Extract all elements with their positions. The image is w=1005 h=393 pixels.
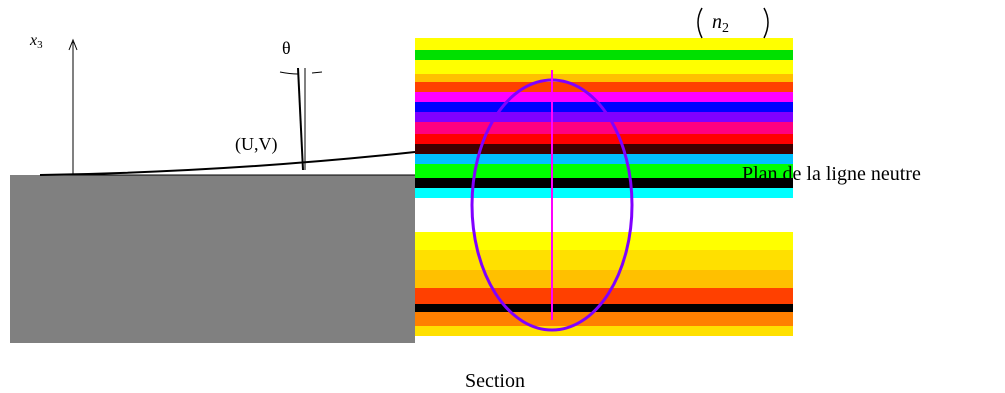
normal-parens [698,8,768,38]
normal-label: n2 [712,11,729,36]
beam [10,175,415,343]
angle-label: θ [282,38,291,58]
angle-arrows [280,72,322,74]
plane-label: Plan de la ligne neutre [742,163,921,185]
section-line [298,68,303,170]
diagram: x3 θ (U,V) n2 Plan de la ligne neutre Se… [0,0,1005,393]
section-image [415,35,793,345]
axis-label: x3 [29,32,43,51]
point-label: (U,V) [235,134,278,155]
neutral-line [40,152,415,175]
section-label: Section [465,370,525,392]
